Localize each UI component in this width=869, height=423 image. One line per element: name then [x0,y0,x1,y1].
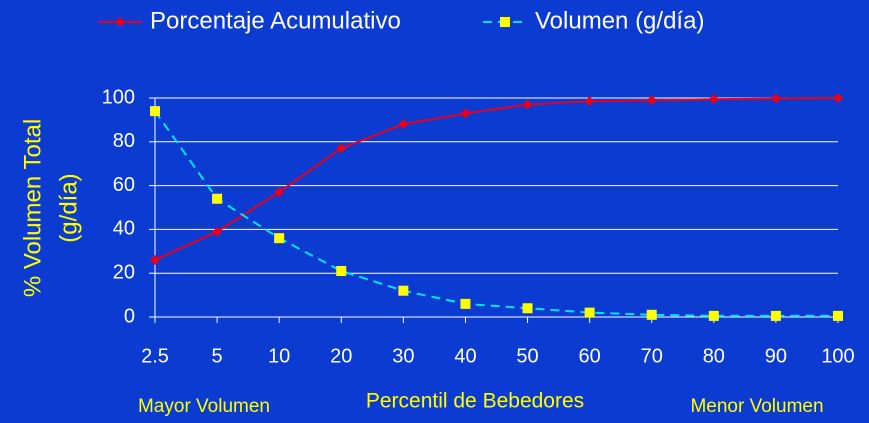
annotation: Mayor Volumen [138,396,270,417]
marker [833,310,843,321]
marker [150,255,160,266]
marker [584,307,595,318]
y-tick-label: 80 [113,130,135,152]
marker [460,298,471,309]
y-tick-label: 20 [113,261,135,283]
x-tick-label: 40 [454,345,476,367]
x-tick-label: 30 [392,345,414,367]
marker [212,193,223,204]
x-tick-label: 2.5 [141,345,169,367]
marker [274,233,285,244]
x-tick-label: 5 [212,345,223,367]
marker [522,303,533,314]
y-axis-label-line: (g/día) [55,173,82,242]
y-tick-label: 100 [102,86,135,108]
marker [646,309,657,320]
marker [522,99,533,110]
x-tick-label: 90 [765,345,787,367]
marker [336,266,347,277]
marker [150,106,160,117]
legend-label: Volumen (g/día) [535,7,704,34]
marker [398,285,409,296]
y-axis-label: % Volumen Total (g/día) [19,119,82,297]
y-tick-label: 60 [113,174,135,196]
x-tick-label: 100 [821,345,854,367]
x-tick-label: 70 [641,345,663,367]
x-tick-label: 80 [703,345,725,367]
marker [584,96,595,107]
series-line [154,110,838,317]
marker [770,310,781,321]
marker [336,143,347,154]
x-tick-label: 50 [516,345,538,367]
marker [274,187,285,198]
legend-marker [115,17,125,27]
marker [212,226,223,237]
legend-marker [500,17,510,27]
marker [460,108,471,119]
y-tick-label: 0 [124,305,135,327]
marker [770,93,781,104]
marker [708,310,719,321]
annotation: Menor Volumen [690,396,823,417]
marker [833,93,843,103]
x-axis-label: Percentil de Bebedores [366,390,584,413]
x-tick-label: 10 [268,345,290,367]
marker [646,95,657,106]
y-axis-label-line: % Volumen Total [19,119,46,297]
legend-label: Porcentaje Acumulativo [150,7,401,34]
y-tick-label: 40 [113,218,135,240]
x-tick-label: 20 [330,345,352,367]
marker [398,119,409,130]
series-line [154,97,839,261]
marker [708,94,719,105]
x-tick-label: 60 [579,345,601,367]
